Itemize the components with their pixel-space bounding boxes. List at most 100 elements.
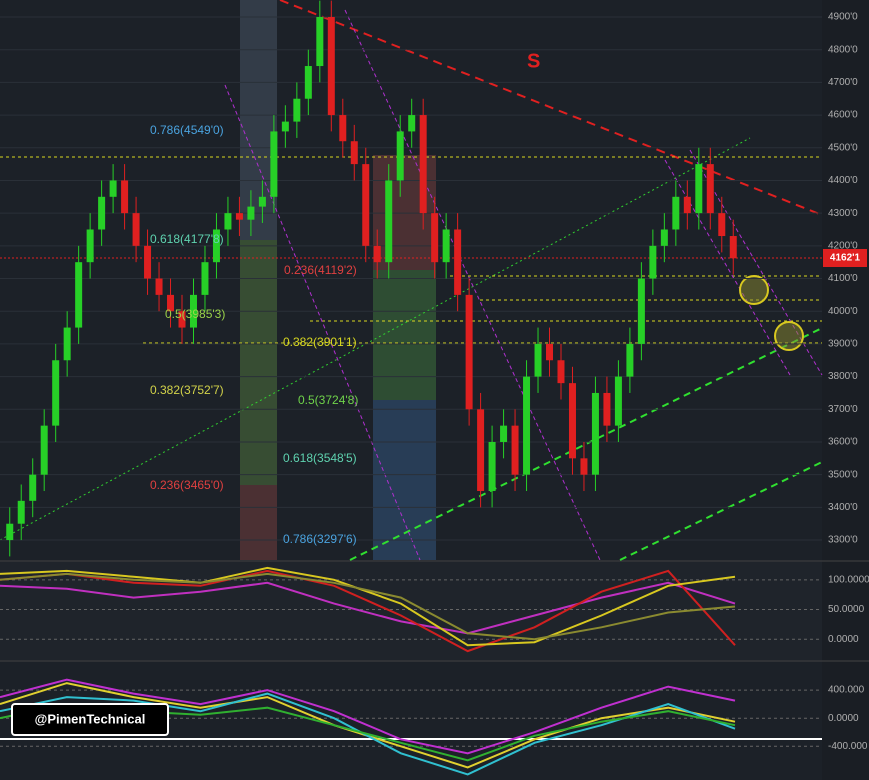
candle-body <box>454 229 462 295</box>
y-tick-label: 3500'0 <box>828 469 858 480</box>
candle-body <box>591 392 599 475</box>
candle-body <box>442 229 450 263</box>
candle-body <box>706 164 714 214</box>
y-tick-label: 3400'0 <box>828 502 858 513</box>
candle-body <box>500 425 508 442</box>
candle-body <box>75 262 83 328</box>
candle-body <box>63 327 71 361</box>
fib-zone <box>373 270 436 400</box>
annotation: 0.382(3901'1) <box>283 335 357 349</box>
candle-body <box>258 196 266 207</box>
candle-body <box>98 196 106 230</box>
candle-body <box>178 311 186 328</box>
price-badge <box>823 249 867 267</box>
candle-body <box>660 229 668 246</box>
candle-body <box>523 376 531 475</box>
candle-body <box>247 206 255 220</box>
annotation: 0.5(3724'8) <box>298 393 358 407</box>
candle-body <box>316 16 324 67</box>
candle-body <box>408 115 416 132</box>
candle-body <box>350 141 358 165</box>
candle-body <box>373 245 381 263</box>
y-tick-label: 100.0000 <box>828 574 869 585</box>
trend-line <box>0 137 751 541</box>
candle-body <box>488 441 496 492</box>
y-tick-label: 400.000 <box>828 685 865 696</box>
y-tick-label: 4900'0 <box>828 12 858 23</box>
y-tick-label: 3700'0 <box>828 404 858 415</box>
annotation: 0.618(4177'8) <box>150 232 224 246</box>
candle-body <box>109 180 117 197</box>
candle-body <box>546 343 554 361</box>
y-tick-label: 4100'0 <box>828 273 858 284</box>
candle-body <box>212 229 220 263</box>
marker-circle <box>774 321 804 351</box>
candle-body <box>362 164 370 246</box>
annotation: 0.236(3465'0) <box>150 478 224 492</box>
y-tick-label: 3900'0 <box>828 339 858 350</box>
y-tick-label: 4000'0 <box>828 306 858 317</box>
y-tick-label: -400.000 <box>828 741 868 752</box>
candle-body <box>17 500 25 524</box>
channel-line <box>344 9 601 561</box>
series-line <box>0 572 736 641</box>
y-tick-label: 4200'0 <box>828 240 858 251</box>
y-tick-label: 3300'0 <box>828 535 858 546</box>
candle-body <box>465 294 473 410</box>
candle-body <box>235 213 243 220</box>
y-tick-label: 4800'0 <box>828 44 858 55</box>
series-line <box>0 581 736 635</box>
candle-body <box>52 360 60 426</box>
fib-zone <box>373 400 436 560</box>
y-tick-label: 4700'0 <box>828 77 858 88</box>
watermark: @PimenTechnical <box>35 711 146 726</box>
y-tick-label: 4300'0 <box>828 208 858 219</box>
candle-body <box>29 474 37 501</box>
fib-zone <box>240 240 277 485</box>
y-tick-label: 4400'0 <box>828 175 858 186</box>
candle-body <box>40 425 48 475</box>
series-line <box>0 692 736 776</box>
candle-body <box>281 121 289 132</box>
candle-body <box>121 180 129 214</box>
annotation: 0.618(3548'5) <box>283 451 357 465</box>
fib-zone <box>240 0 277 240</box>
candle-body <box>385 180 393 263</box>
candle-body <box>511 425 519 475</box>
annotation: 0.786(4549'0) <box>150 123 224 137</box>
candle-body <box>672 196 680 230</box>
candle-body <box>568 383 576 459</box>
candle-body <box>637 278 645 344</box>
y-tick-label: 3800'0 <box>828 371 858 382</box>
candle-body <box>580 458 588 475</box>
candle-body <box>132 213 140 246</box>
candle-body <box>167 294 175 312</box>
series-line <box>0 678 736 755</box>
trend-line <box>619 461 823 561</box>
y-tick-label: 0.0000 <box>828 634 859 645</box>
candle-body <box>293 98 301 122</box>
candle-body <box>419 115 427 214</box>
candle-body <box>144 245 152 279</box>
last-price: 4162'1 <box>830 253 861 264</box>
candle-body <box>557 360 565 384</box>
candle-body <box>396 131 404 181</box>
marker-circle <box>739 275 769 305</box>
trend-line <box>349 327 823 561</box>
candle-body <box>327 16 335 116</box>
watermark-box <box>11 703 169 736</box>
candle-body <box>189 294 197 328</box>
candle-body <box>729 236 737 259</box>
candle-body <box>603 392 611 426</box>
candle-body <box>477 409 485 492</box>
y-tick-label: 4500'0 <box>828 142 858 153</box>
y-tick-label: 3600'0 <box>828 437 858 448</box>
trend-line <box>279 0 823 216</box>
annotation: 0.5(3985'3) <box>165 307 225 321</box>
y-tick-label: 0.0000 <box>828 713 859 724</box>
candle-body <box>626 343 634 377</box>
candle-body <box>683 196 691 214</box>
y-tick-label: 50.0000 <box>828 604 865 615</box>
candle-body <box>431 213 439 263</box>
